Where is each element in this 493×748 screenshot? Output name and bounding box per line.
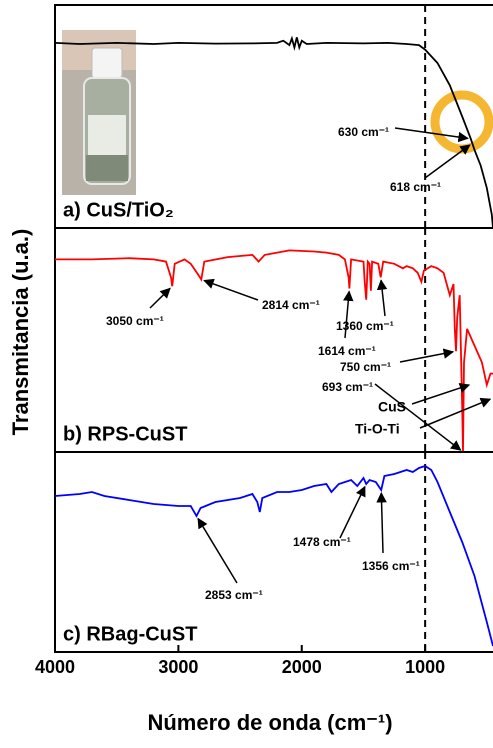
panel-frame <box>54 227 493 453</box>
annotation-arrow <box>411 382 471 405</box>
annotation: 693 cm⁻¹ <box>322 380 373 394</box>
annotation-arrow <box>374 383 462 451</box>
spectrum-line <box>55 465 493 647</box>
annotation: Ti-O-Ti <box>355 421 400 437</box>
annotation: 1356 cm⁻¹ <box>362 559 420 573</box>
panel-label: a) CuS/TiO₂ <box>63 199 174 221</box>
annotation: 1614 cm⁻¹ <box>318 344 376 358</box>
photo-inset <box>62 30 136 195</box>
panel-frame <box>54 451 493 653</box>
y-axis-label: Transmitancia (u.a.) <box>8 229 33 436</box>
annotation-arrow <box>394 127 469 143</box>
x-tick-label: 2000 <box>282 657 322 677</box>
panel-label: c) RBag-CuST <box>63 623 197 645</box>
annotation: 3050 cm⁻¹ <box>106 314 164 328</box>
x-tick-label: 3000 <box>158 657 198 677</box>
annotation-arrow <box>376 279 388 317</box>
annotation: CuS <box>378 399 406 415</box>
x-axis-label: Número de onda (cm⁻¹) <box>147 710 392 735</box>
annotation: 618 cm⁻¹ <box>390 180 441 194</box>
annotation: 630 cm⁻¹ <box>338 125 389 139</box>
annotation: 750 cm⁻¹ <box>340 360 391 374</box>
annotation: 2814 cm⁻¹ <box>262 298 320 312</box>
annotation-arrow <box>203 278 259 301</box>
spectrum-line <box>55 35 493 229</box>
annotation-arrow <box>343 290 354 339</box>
annotation-arrow <box>197 517 238 584</box>
annotation-arrow <box>149 287 171 309</box>
x-tick-label: 1000 <box>405 657 445 677</box>
annotation-arrow <box>424 144 471 179</box>
annotation: 1360 cm⁻¹ <box>336 319 394 333</box>
annotation-arrow <box>399 348 455 363</box>
annotation-arrow <box>419 397 492 429</box>
spectrum-line <box>55 249 493 453</box>
annotation: 1478 cm⁻¹ <box>293 535 351 549</box>
panel-label: b) RPS-CuST <box>63 423 187 445</box>
annotation: 2853 cm⁻¹ <box>205 588 263 602</box>
x-tick-label: 4000 <box>35 657 75 677</box>
annotation-arrow <box>339 485 366 539</box>
highlight-circle <box>430 90 493 154</box>
annotation-arrow <box>376 491 387 554</box>
